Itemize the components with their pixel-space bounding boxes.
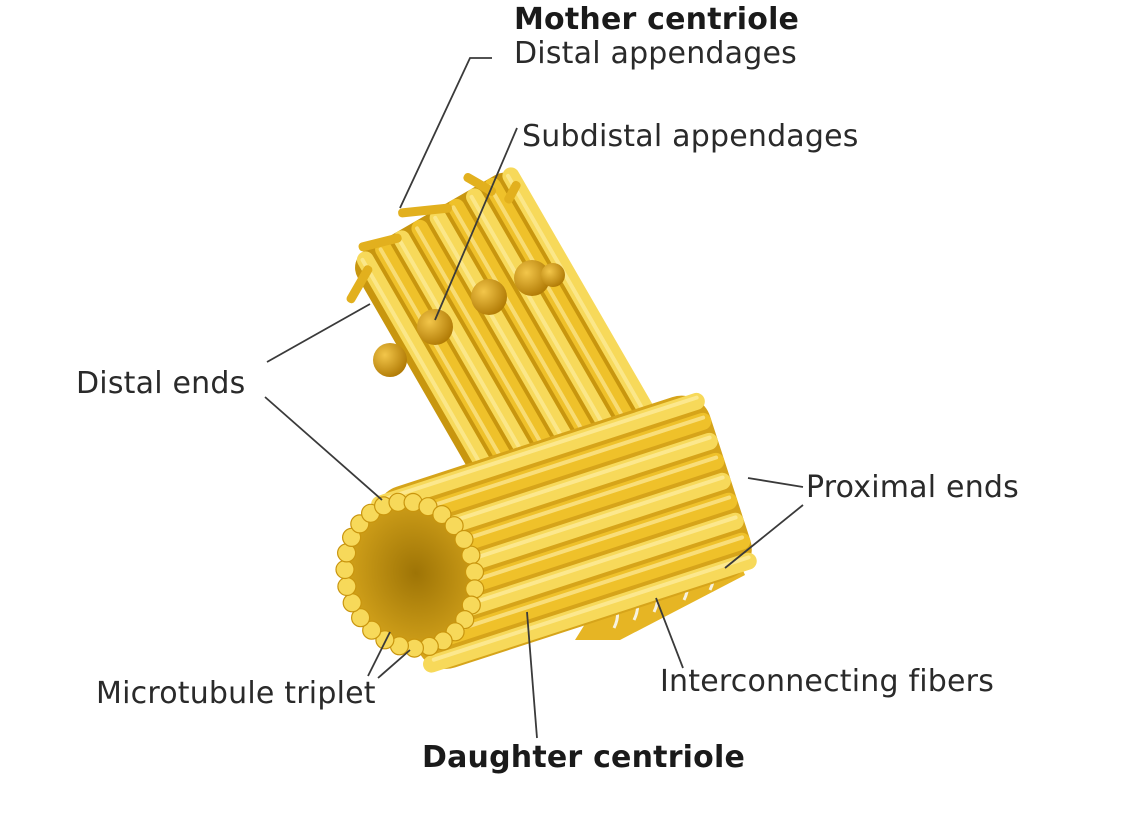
distal-appendage	[346, 265, 373, 304]
daughter-centriole-body	[335, 392, 757, 673]
microtubule-end	[454, 529, 474, 550]
distal-appendage	[398, 203, 452, 218]
leader-distal-appendages	[399, 57, 492, 209]
daughter-rod-highlight	[418, 515, 738, 622]
daughter-lumen	[346, 503, 474, 647]
daughter-rod-highlight	[379, 395, 699, 502]
microtubule-end	[432, 504, 452, 525]
leader-distal-ends-mother	[266, 303, 371, 363]
mother-rod-highlight	[469, 194, 640, 486]
microtubule-end	[335, 559, 355, 580]
leader-distal-ends-daughter	[264, 396, 383, 501]
daughter-rod-highlight	[431, 555, 751, 662]
subdistal-appendage	[471, 279, 507, 315]
subdistal-appendage	[541, 263, 565, 287]
daughter-rod-highlight	[425, 535, 745, 642]
mother-rod-highlight	[505, 173, 676, 465]
subdistal-appendage	[417, 309, 453, 345]
leader-subdistal-appendages	[434, 127, 518, 321]
label-daughter-centriole: Daughter centriole	[422, 740, 746, 775]
label-distal-appendages: Distal appendages	[514, 36, 797, 71]
mother-rod-highlight	[487, 184, 658, 475]
subdistal-appendage	[373, 343, 407, 377]
microtubule-end	[375, 630, 395, 650]
microtubule-end	[465, 579, 485, 599]
label-microtubule-triplet: Microtubule triplet	[96, 676, 376, 711]
microtubule-end	[351, 608, 371, 628]
subdistal-appendage	[514, 260, 550, 296]
distal-appendage	[504, 180, 521, 204]
label-interconnecting-fibers: Interconnecting fibers	[660, 664, 995, 699]
distal-appendages	[346, 173, 521, 304]
daughter-rod-highlight	[405, 475, 725, 582]
distal-appendage	[463, 173, 497, 196]
leader-microtubule-triplet-a	[367, 631, 391, 677]
leader-lines	[264, 57, 804, 739]
label-distal-ends: Distal ends	[76, 366, 246, 401]
leader-proximal-ends-a	[747, 477, 804, 488]
leader-daughter-centriole	[526, 611, 538, 739]
mother-rod-highlight	[451, 205, 621, 496]
daughter-rod-highlight	[412, 495, 732, 602]
microtubule-end	[337, 576, 357, 597]
subdistal-appendages	[373, 260, 565, 377]
leader-microtubule-triplet-b	[377, 649, 411, 679]
microtubule-end	[444, 516, 464, 536]
label-mother-centriole: Mother centriole	[514, 2, 800, 37]
distal-appendage	[358, 233, 402, 252]
microtubule-end	[362, 620, 382, 640]
microtubule-end	[342, 593, 362, 613]
daughter-rod-highlight	[392, 435, 712, 542]
label-subdistal-appendages: Subdistal appendages	[522, 119, 859, 154]
leader-proximal-ends-b	[724, 504, 804, 569]
leader-interconnecting-fibers	[655, 597, 684, 669]
mother-centriole-body	[355, 167, 684, 557]
label-proximal-ends: Proximal ends	[806, 470, 1019, 505]
daughter-rod-highlight	[399, 455, 719, 562]
microtubule-end	[464, 562, 485, 582]
daughter-rod-highlight	[386, 415, 706, 522]
